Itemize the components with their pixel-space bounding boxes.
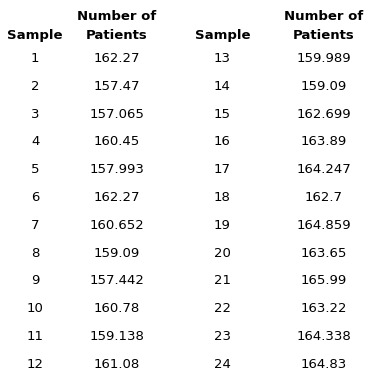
Text: 6: 6	[31, 191, 39, 204]
Text: 22: 22	[214, 302, 231, 315]
Text: 160.78: 160.78	[94, 302, 140, 315]
Text: 23: 23	[214, 330, 231, 343]
Text: 12: 12	[27, 358, 44, 371]
Text: 163.22: 163.22	[300, 302, 347, 315]
Text: 159.09: 159.09	[94, 247, 140, 260]
Text: 5: 5	[31, 163, 39, 176]
Text: 160.652: 160.652	[90, 219, 144, 232]
Text: 157.065: 157.065	[90, 108, 144, 121]
Text: 16: 16	[214, 135, 231, 149]
Text: 164.859: 164.859	[296, 219, 351, 232]
Text: 19: 19	[214, 219, 231, 232]
Text: 164.247: 164.247	[296, 163, 351, 176]
Text: 157.47: 157.47	[94, 80, 140, 93]
Text: 21: 21	[214, 274, 231, 288]
Text: 10: 10	[27, 302, 44, 315]
Text: 1: 1	[31, 52, 39, 65]
Text: 18: 18	[214, 191, 231, 204]
Text: 159.09: 159.09	[301, 80, 347, 93]
Text: 157.993: 157.993	[90, 163, 144, 176]
Text: 17: 17	[214, 163, 231, 176]
Text: Sample: Sample	[7, 29, 63, 42]
Text: 162.7: 162.7	[305, 191, 343, 204]
Text: 163.65: 163.65	[301, 247, 347, 260]
Text: 2: 2	[31, 80, 39, 93]
Text: 163.89: 163.89	[301, 135, 347, 149]
Text: 9: 9	[31, 274, 39, 288]
Text: 157.442: 157.442	[90, 274, 144, 288]
Text: 4: 4	[31, 135, 39, 149]
Text: 161.08: 161.08	[94, 358, 140, 371]
Text: 162.699: 162.699	[296, 108, 351, 121]
Text: 14: 14	[214, 80, 231, 93]
Text: Sample: Sample	[195, 29, 250, 42]
Text: 20: 20	[214, 247, 231, 260]
Text: 160.45: 160.45	[94, 135, 140, 149]
Text: 164.83: 164.83	[301, 358, 347, 371]
Text: 159.989: 159.989	[296, 52, 351, 65]
Text: 162.27: 162.27	[94, 191, 140, 204]
Text: 165.99: 165.99	[301, 274, 347, 288]
Text: 162.27: 162.27	[94, 52, 140, 65]
Text: Number of: Number of	[77, 10, 157, 23]
Text: 13: 13	[214, 52, 231, 65]
Text: 11: 11	[27, 330, 44, 343]
Text: 15: 15	[214, 108, 231, 121]
Text: 159.138: 159.138	[90, 330, 144, 343]
Text: 24: 24	[214, 358, 231, 371]
Text: Patients: Patients	[86, 29, 148, 42]
Text: 7: 7	[31, 219, 39, 232]
Text: Patients: Patients	[293, 29, 355, 42]
Text: 164.338: 164.338	[296, 330, 351, 343]
Text: 8: 8	[31, 247, 39, 260]
Text: Number of: Number of	[284, 10, 363, 23]
Text: 3: 3	[31, 108, 39, 121]
